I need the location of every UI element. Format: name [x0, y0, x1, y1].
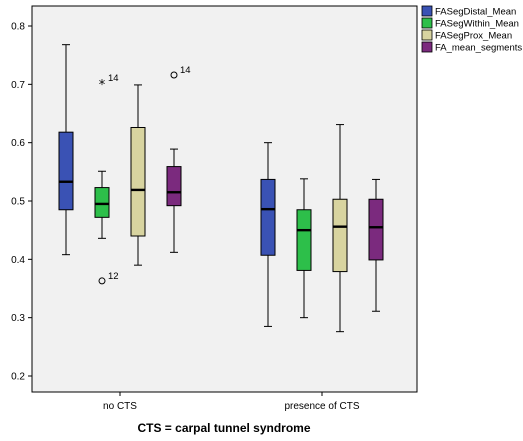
- outlier-circle: [98, 277, 106, 285]
- box-FA_mean_segments-0: 14: [166, 65, 191, 253]
- legend: FASegDistal_MeanFASegWithin_MeanFASegPro…: [421, 5, 522, 54]
- iqr-box: [332, 198, 348, 273]
- x-axis-title: CTS = carpal tunnel syndrome: [137, 421, 310, 435]
- outlier-label: 12: [108, 271, 119, 282]
- legend-swatch: [421, 5, 433, 17]
- legend-swatch: [421, 17, 433, 29]
- y-axis: 0.2 0.3 0.4 0.5 0.6 0.7 0.8: [11, 22, 32, 383]
- legend-label: FASegDistal_Mean: [435, 7, 516, 18]
- legend-label: FASegProx_Mean: [435, 31, 512, 42]
- legend-label: FASegWithin_Mean: [435, 19, 519, 30]
- box-FASegDistal_Mean-0: [58, 44, 74, 256]
- iqr-box: [166, 166, 182, 207]
- iqr-box: [368, 198, 384, 261]
- legend-swatch: [421, 29, 433, 41]
- outlier-star: *: [99, 78, 106, 93]
- y-tick-label: 0.2: [11, 372, 25, 383]
- plot-area: [31, 5, 418, 393]
- y-tick-label: 0.5: [11, 197, 25, 208]
- box-FASegWithin_Mean-1: [296, 178, 312, 319]
- x-axis: no CTS presence of CTS: [103, 392, 360, 412]
- iqr-box: [58, 131, 74, 211]
- box-FA_mean_segments-1: [368, 178, 384, 312]
- outlier-label: 14: [108, 73, 119, 84]
- outlier-circle: [170, 71, 178, 79]
- x-category-label: presence of CTS: [284, 401, 359, 412]
- box-FASegProx_Mean-1: [332, 124, 348, 333]
- box-FASegProx_Mean-0: [130, 84, 146, 266]
- outlier-label: 14: [180, 65, 191, 76]
- y-tick-label: 0.8: [11, 22, 25, 33]
- legend-label: FA_mean_segments: [435, 43, 522, 54]
- y-tick-label: 0.3: [11, 313, 25, 324]
- y-tick-label: 0.4: [11, 255, 25, 266]
- box-FASegDistal_Mean-1: [260, 142, 276, 327]
- iqr-box: [94, 187, 110, 218]
- y-tick-label: 0.6: [11, 138, 25, 149]
- iqr-box: [130, 127, 146, 237]
- box-FASegWithin_Mean-0: * 14 12: [94, 73, 119, 285]
- y-tick-label: 0.7: [11, 80, 25, 91]
- iqr-box: [296, 209, 312, 271]
- iqr-box: [260, 178, 276, 256]
- x-category-label: no CTS: [103, 401, 137, 412]
- legend-swatch: [421, 41, 433, 53]
